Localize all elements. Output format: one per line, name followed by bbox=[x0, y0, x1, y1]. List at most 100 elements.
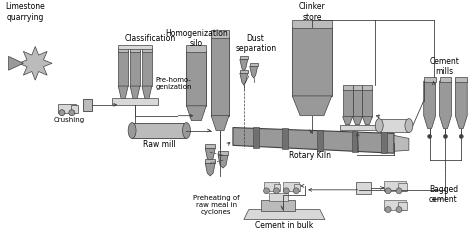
Bar bbox=[439, 77, 451, 82]
Bar bbox=[130, 49, 140, 52]
Polygon shape bbox=[317, 130, 323, 151]
Bar bbox=[211, 30, 229, 38]
Polygon shape bbox=[352, 131, 357, 152]
Bar bbox=[343, 89, 353, 117]
Polygon shape bbox=[424, 81, 436, 128]
Bar bbox=[240, 70, 248, 73]
Bar bbox=[294, 184, 300, 191]
Polygon shape bbox=[363, 117, 372, 125]
Text: Limestone
quarrying: Limestone quarrying bbox=[6, 2, 45, 21]
Bar bbox=[142, 49, 152, 52]
Text: Clinker
store: Clinker store bbox=[299, 2, 325, 21]
Bar bbox=[343, 85, 353, 90]
Circle shape bbox=[385, 207, 391, 213]
Bar bbox=[292, 20, 332, 28]
Bar bbox=[384, 200, 406, 210]
Text: Homogenization
silo: Homogenization silo bbox=[165, 29, 228, 48]
Bar bbox=[82, 99, 91, 111]
Text: Cement
mills: Cement mills bbox=[429, 57, 459, 76]
Circle shape bbox=[69, 110, 75, 116]
Bar bbox=[112, 98, 158, 105]
Bar bbox=[205, 144, 215, 148]
Bar bbox=[211, 36, 229, 116]
Bar bbox=[118, 52, 128, 86]
Bar bbox=[353, 85, 363, 90]
Circle shape bbox=[428, 134, 432, 138]
Bar bbox=[363, 85, 372, 90]
Polygon shape bbox=[240, 59, 248, 71]
Circle shape bbox=[264, 188, 270, 194]
Bar bbox=[268, 193, 288, 201]
Bar bbox=[71, 105, 78, 113]
Bar bbox=[142, 52, 152, 86]
Bar bbox=[424, 77, 436, 82]
Circle shape bbox=[385, 188, 391, 194]
Polygon shape bbox=[9, 56, 23, 70]
Text: Rotary Kiln: Rotary Kiln bbox=[289, 151, 331, 160]
Circle shape bbox=[459, 134, 463, 138]
Bar bbox=[58, 104, 76, 113]
Polygon shape bbox=[343, 117, 353, 125]
Circle shape bbox=[273, 188, 279, 194]
Polygon shape bbox=[186, 106, 206, 121]
Polygon shape bbox=[394, 135, 409, 151]
Bar bbox=[353, 89, 363, 117]
Bar bbox=[218, 151, 228, 155]
Ellipse shape bbox=[182, 123, 191, 138]
Polygon shape bbox=[205, 163, 215, 176]
Circle shape bbox=[283, 188, 289, 194]
Ellipse shape bbox=[128, 123, 136, 138]
Text: Bagged
cement: Bagged cement bbox=[429, 185, 458, 204]
Polygon shape bbox=[283, 128, 288, 149]
Polygon shape bbox=[211, 116, 229, 131]
Bar bbox=[363, 89, 372, 117]
Polygon shape bbox=[118, 86, 128, 99]
Polygon shape bbox=[250, 66, 258, 78]
Text: Raw mill: Raw mill bbox=[144, 140, 176, 149]
Polygon shape bbox=[233, 128, 394, 153]
Bar bbox=[205, 159, 215, 163]
Polygon shape bbox=[353, 117, 363, 125]
Bar bbox=[283, 182, 299, 191]
Bar bbox=[186, 46, 206, 52]
Circle shape bbox=[59, 110, 65, 116]
Polygon shape bbox=[381, 132, 387, 153]
Text: Crushing: Crushing bbox=[53, 117, 84, 123]
Bar bbox=[186, 52, 206, 106]
Bar bbox=[118, 45, 152, 49]
Bar bbox=[356, 182, 371, 194]
Bar bbox=[384, 181, 406, 191]
Bar bbox=[456, 77, 467, 82]
Bar bbox=[118, 49, 128, 52]
Bar bbox=[261, 200, 295, 211]
Polygon shape bbox=[205, 148, 215, 161]
Circle shape bbox=[293, 188, 299, 194]
Circle shape bbox=[396, 188, 402, 194]
Circle shape bbox=[444, 134, 447, 138]
Text: Preheating of
raw meal in
cyclones: Preheating of raw meal in cyclones bbox=[193, 195, 239, 215]
Bar bbox=[274, 184, 281, 191]
Polygon shape bbox=[253, 127, 259, 148]
Ellipse shape bbox=[375, 119, 383, 133]
Bar bbox=[398, 183, 407, 191]
Polygon shape bbox=[439, 81, 451, 128]
Bar bbox=[130, 52, 140, 86]
Polygon shape bbox=[130, 86, 140, 99]
Polygon shape bbox=[218, 155, 228, 168]
Bar bbox=[398, 202, 407, 210]
Bar bbox=[379, 119, 409, 133]
Ellipse shape bbox=[405, 119, 413, 133]
Text: Cement in bulk: Cement in bulk bbox=[255, 221, 313, 230]
Text: Dust
separation: Dust separation bbox=[235, 34, 276, 53]
Polygon shape bbox=[18, 46, 52, 80]
Polygon shape bbox=[240, 73, 248, 85]
Polygon shape bbox=[292, 96, 332, 116]
Polygon shape bbox=[456, 81, 467, 128]
Text: Pre-homo-
genization: Pre-homo- genization bbox=[155, 76, 192, 90]
Text: Classification: Classification bbox=[124, 34, 175, 43]
Bar bbox=[264, 182, 279, 191]
Bar bbox=[292, 27, 332, 96]
Bar bbox=[340, 125, 376, 130]
Polygon shape bbox=[244, 210, 325, 219]
Circle shape bbox=[396, 207, 402, 213]
